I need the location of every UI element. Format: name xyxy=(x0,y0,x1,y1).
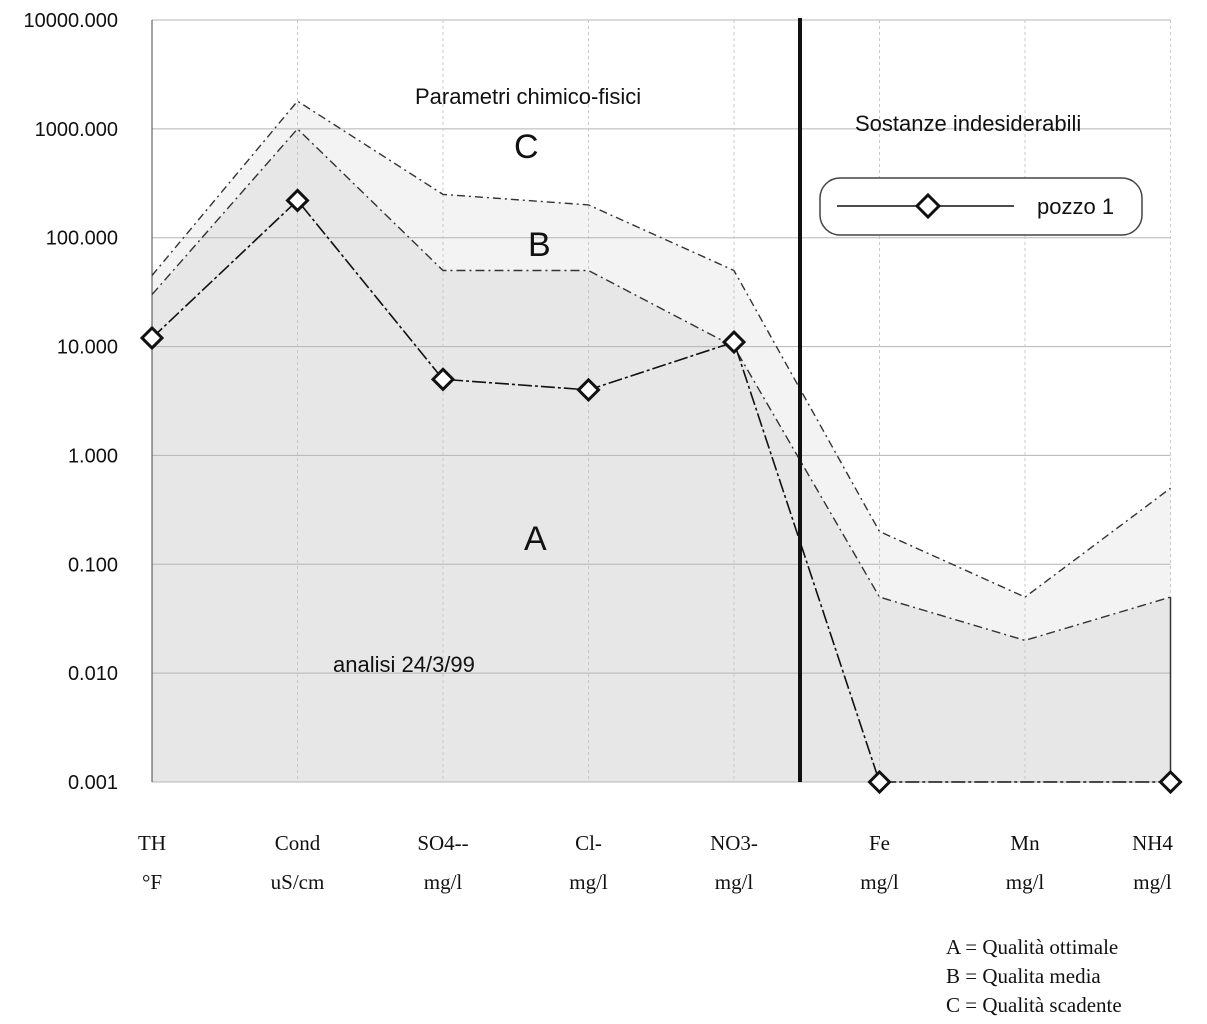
x-category-name: SO4-- xyxy=(417,831,468,855)
x-category-name: NH4 xyxy=(1132,831,1173,855)
y-tick-label: 10000.000 xyxy=(23,10,118,32)
section-title-undesirable: Sostanze indesiderabili xyxy=(855,111,1081,136)
x-category-labels: TH °F Cond uS/cm SO4-- mg/l Cl-mg/l NO3- mg/l Fe m… xyxy=(138,831,1173,894)
zone-label-a: A xyxy=(524,520,547,558)
x-category-name: Cl- xyxy=(575,831,602,855)
data-point-marker xyxy=(576,377,601,403)
zone-label-c: C xyxy=(514,128,539,166)
x-category-unit: uS/cm xyxy=(271,870,325,894)
series-markers xyxy=(139,188,1183,795)
data-point-marker xyxy=(139,325,165,351)
data-point-marker xyxy=(721,329,747,355)
bound-line-b xyxy=(151,100,1171,598)
legend-diamond-icon xyxy=(914,192,942,220)
x-category-unit: mg/l xyxy=(860,870,899,894)
quality-legend-b: B = Qualita media xyxy=(946,964,1101,988)
data-point-marker xyxy=(430,367,456,392)
legend-label: pozzo 1 xyxy=(1037,194,1114,219)
x-category-name: TH xyxy=(138,831,166,855)
bound-line-a xyxy=(151,127,1171,642)
legend: pozzo 1 xyxy=(819,177,1143,236)
data-point-marker xyxy=(1158,769,1183,795)
quality-bound-lines xyxy=(151,100,1171,642)
x-category-name: Cond xyxy=(275,831,321,855)
x-category-name: Fe xyxy=(869,831,890,855)
zone-label-b: B xyxy=(528,226,551,264)
x-category-unit: mg/l xyxy=(424,870,463,894)
data-point-marker xyxy=(867,769,892,795)
quality-legend: A = Qualità ottimale B = Qualita media C… xyxy=(946,933,1122,1020)
zone-b-area xyxy=(152,101,1171,641)
y-tick-label: 0.010 xyxy=(68,663,118,685)
x-category-unit: mg/l xyxy=(569,870,608,894)
y-tick-label: 1.000 xyxy=(68,445,118,467)
x-category-unit: mg/l xyxy=(1006,870,1045,894)
y-tick-label: 0.100 xyxy=(68,554,118,576)
x-category-name: NO3- xyxy=(710,831,758,855)
x-category-unit: mg/l xyxy=(715,870,754,894)
x-category-name: Mn xyxy=(1010,831,1040,855)
quality-legend-c: C = Qualità scadente xyxy=(946,993,1122,1017)
section-title-physical-chemical: Parametri chimico-fisici xyxy=(415,84,641,109)
y-tick-labels: 10000.000 1000.000 100.000 10.000 1.000 0.100… xyxy=(23,10,118,794)
y-tick-label: 1000.000 xyxy=(35,119,118,141)
y-tick-label: 0.001 xyxy=(68,772,118,794)
x-category-unit: mg/l xyxy=(1133,870,1172,894)
data-point-marker xyxy=(285,188,310,213)
quality-legend-a: A = Qualità ottimale xyxy=(946,935,1119,959)
x-category-unit: °F xyxy=(142,870,162,894)
y-tick-label: 100.000 xyxy=(46,228,118,250)
y-tick-label: 10.000 xyxy=(57,337,118,359)
analysis-date: analisi 24/3/99 xyxy=(333,652,475,677)
